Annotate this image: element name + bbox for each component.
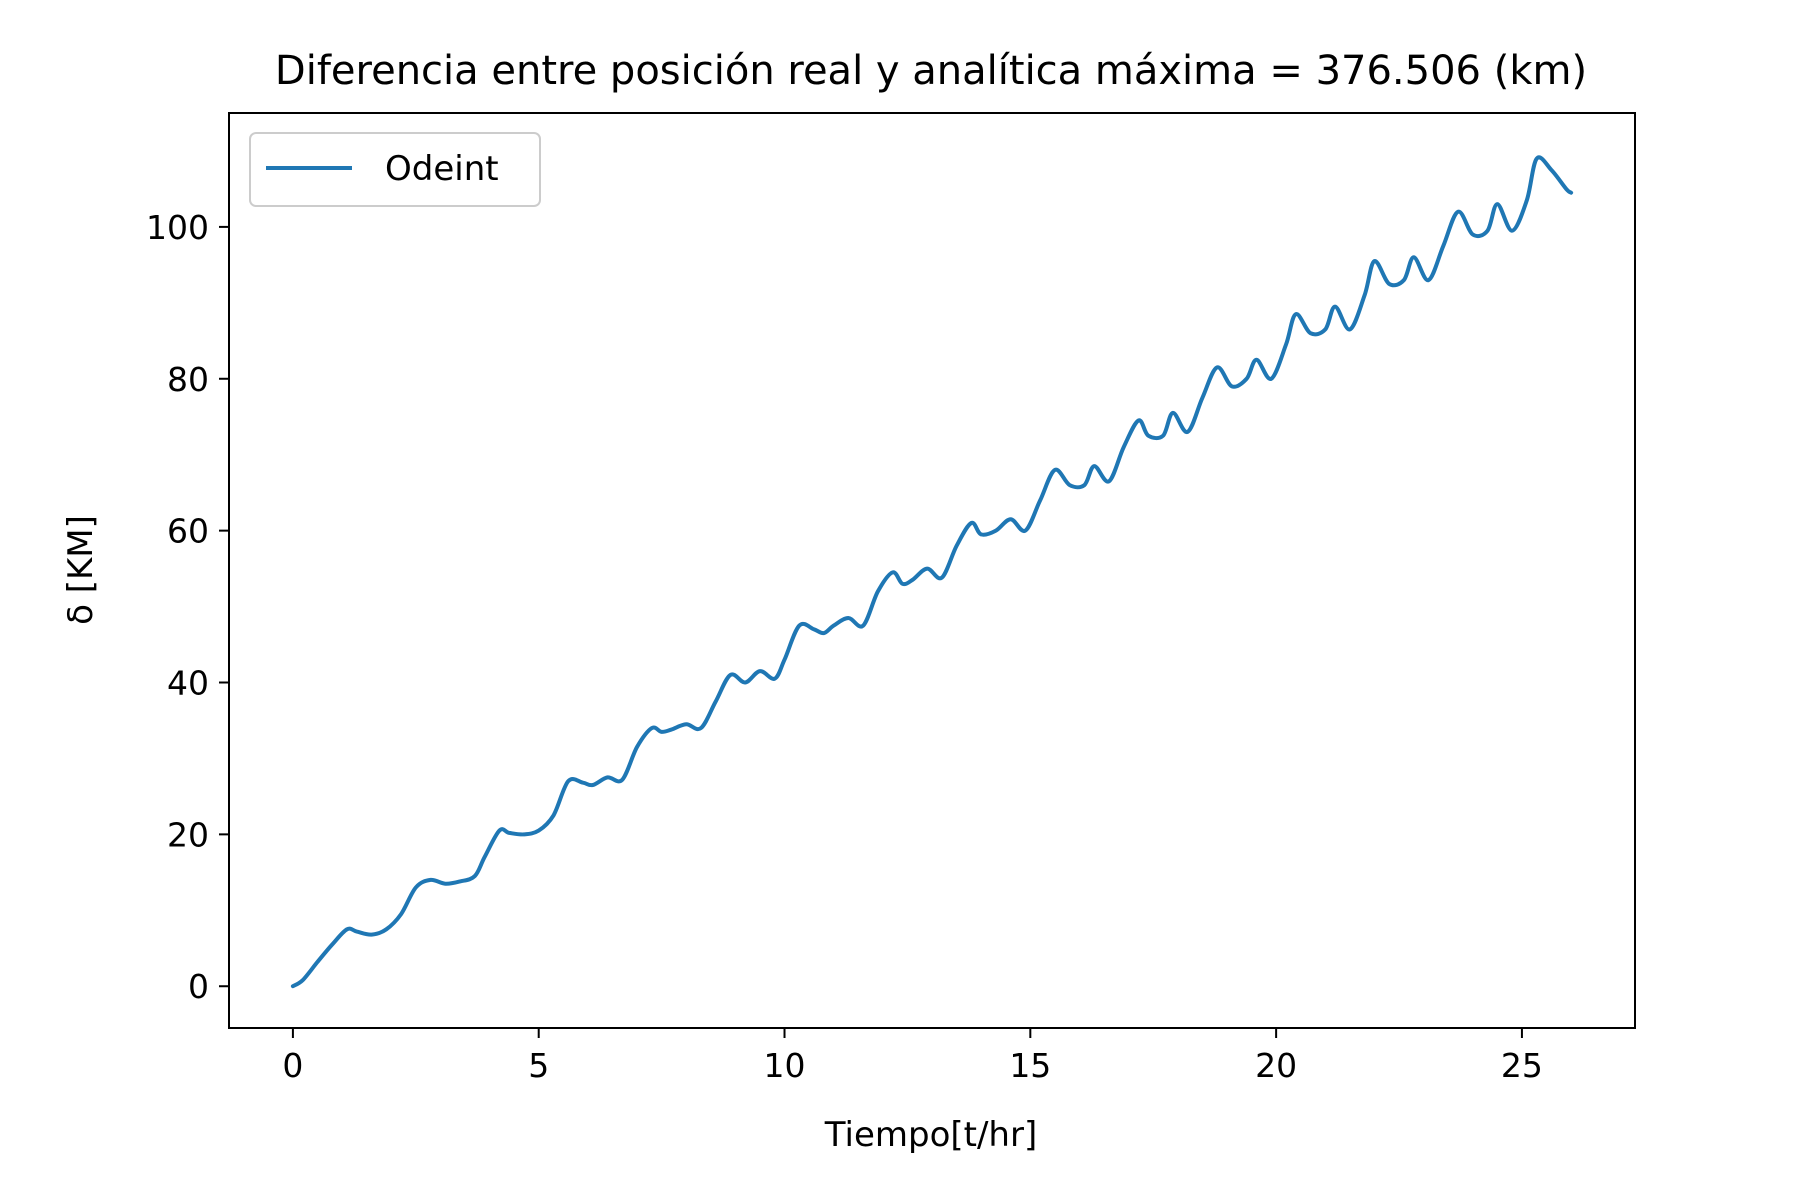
y-axis: 0 20 40 60 80 100 [146, 208, 229, 1006]
x-axis: 0 5 10 15 20 25 [282, 1028, 1543, 1085]
legend-label-odeint: Odeint [385, 149, 499, 189]
x-tick-label: 10 [764, 1046, 806, 1085]
legend: Odeint [249, 132, 541, 207]
y-axis-label: δ [KM] [61, 515, 101, 625]
chart-title: Diferencia entre posición real y analíti… [275, 48, 1587, 94]
y-tick-label: 20 [167, 815, 209, 854]
plot-area [228, 112, 1636, 1029]
y-tick-label: 0 [188, 967, 209, 1006]
y-tick-label: 40 [167, 664, 209, 703]
x-tick-label: 25 [1501, 1046, 1543, 1085]
x-tick-label: 0 [282, 1046, 303, 1085]
legend-box [249, 132, 541, 207]
y-tick-label: 80 [167, 360, 209, 399]
x-tick-label: 15 [1009, 1046, 1051, 1085]
y-tick-label: 60 [167, 512, 209, 551]
x-tick-label: 5 [528, 1046, 549, 1085]
series-line-odeint [290, 155, 1574, 989]
y-tick-label: 100 [146, 208, 209, 247]
series-layer [290, 155, 1574, 989]
x-axis-label: Tiempo[t/hr] [824, 1115, 1037, 1155]
x-tick-label: 20 [1255, 1046, 1297, 1085]
